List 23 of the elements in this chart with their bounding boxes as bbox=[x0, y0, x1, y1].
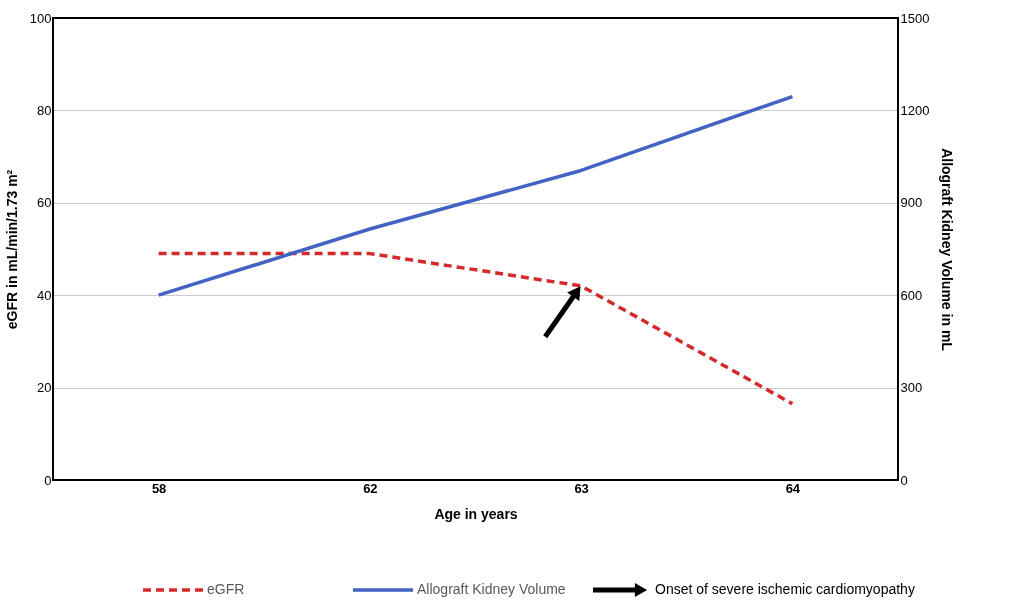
y2-tick-label: 900 bbox=[900, 195, 923, 211]
x-tick-label: 63 bbox=[574, 480, 589, 496]
y-tick-label: 80 bbox=[37, 102, 52, 118]
y-tick-label: 0 bbox=[44, 472, 52, 488]
legend-label: Allograft Kidney Volume bbox=[417, 581, 566, 597]
y2-axis-title: Allograft Kidney Volume in mL bbox=[939, 148, 956, 352]
y-tick-label: 40 bbox=[37, 287, 52, 303]
y2-tick-label: 600 bbox=[900, 287, 923, 303]
x-tick-label: 62 bbox=[363, 480, 378, 496]
x-tick-label: 58 bbox=[151, 480, 167, 496]
x-tick-label: 64 bbox=[785, 480, 801, 496]
y2-tick-label: 300 bbox=[900, 380, 923, 396]
line-series bbox=[156, 94, 795, 297]
y2-tick-label: 0 bbox=[900, 472, 908, 488]
y2-tick-label: 1500 bbox=[900, 10, 930, 26]
x-axis-title: Age in years bbox=[434, 505, 518, 522]
y-tick-label: 60 bbox=[37, 195, 52, 211]
y-axis-title: eGFR in mL/min/1.73 m² bbox=[3, 169, 20, 330]
y2-tick-label: 1200 bbox=[900, 102, 930, 118]
text: Onset of severe ischemic cardiomyopathy bbox=[655, 581, 915, 597]
y-tick-label: 100 bbox=[29, 10, 52, 26]
legend-label: eGFR bbox=[207, 581, 245, 597]
y-tick-label: 20 bbox=[37, 380, 52, 396]
